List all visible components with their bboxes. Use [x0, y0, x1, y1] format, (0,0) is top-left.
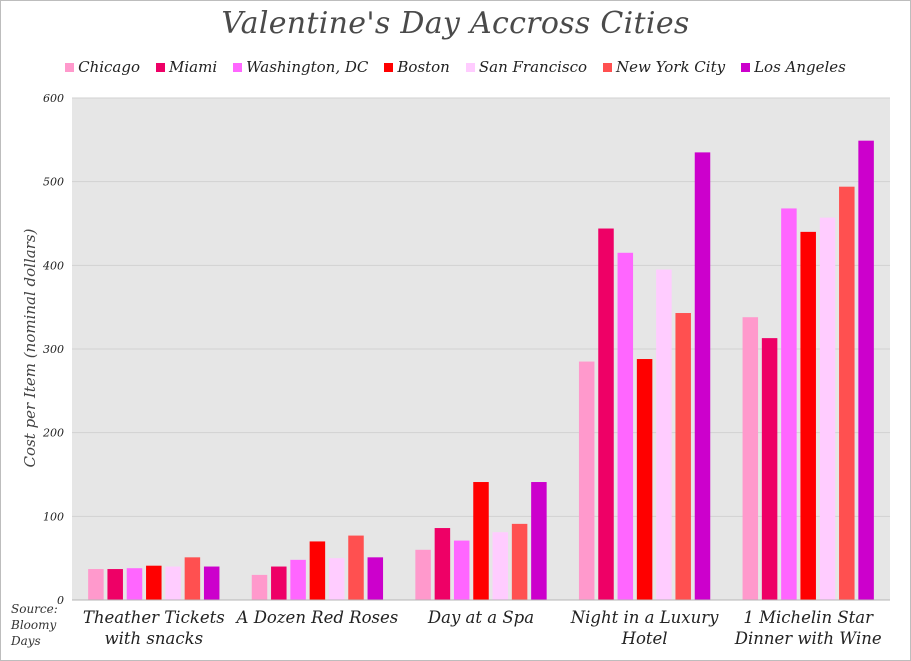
x-category-label: Day at a Spa — [427, 608, 535, 627]
bar — [617, 252, 634, 601]
bar — [453, 540, 470, 600]
bar — [578, 361, 595, 600]
legend-swatch — [65, 62, 75, 72]
bar — [309, 541, 326, 600]
bar — [328, 558, 345, 600]
bar — [271, 566, 287, 600]
legend-swatch — [465, 62, 475, 72]
bar — [348, 535, 364, 600]
y-tick-label: 100 — [43, 510, 64, 523]
x-category-label: 1 Michelin Star Dinner with Wine — [734, 608, 882, 648]
bar — [126, 568, 143, 600]
bar — [656, 269, 672, 600]
y-tick-label: 200 — [42, 427, 64, 440]
x-category-label: Night in a Luxury Hotel — [570, 608, 719, 648]
bar — [800, 231, 816, 600]
bar — [531, 482, 547, 600]
bar — [184, 557, 201, 600]
legend-item: Boston — [384, 58, 450, 76]
bar — [367, 557, 384, 600]
legend-swatch — [156, 62, 166, 72]
legend-item: San Francisco — [465, 58, 588, 76]
y-tick-label: 300 — [43, 343, 64, 356]
source-note: Source: Bloomy Days — [11, 602, 58, 648]
bar — [636, 359, 653, 600]
y-tick-label: 500 — [43, 176, 64, 189]
bar — [858, 140, 874, 601]
legend-item: Los Angeles — [741, 58, 846, 76]
x-category-label: Theather Tickets with snacks — [82, 608, 225, 648]
bar — [415, 549, 431, 600]
bar — [839, 186, 855, 601]
bar — [107, 569, 123, 600]
legend-label: San Francisco — [478, 58, 588, 76]
y-tick-label: 400 — [42, 259, 64, 272]
bar — [203, 566, 220, 600]
bar — [473, 482, 489, 600]
legend-item: Miami — [156, 58, 217, 76]
legend-item: New York City — [603, 58, 725, 76]
bar — [88, 569, 104, 600]
bar — [598, 228, 614, 600]
chart-title: Valentine's Day Accross Cities — [221, 6, 690, 41]
legend-label: Chicago — [78, 58, 141, 76]
bar — [781, 208, 797, 600]
legend-swatch — [603, 62, 613, 72]
bar — [165, 566, 181, 600]
legend-swatch — [233, 62, 243, 72]
legend-label: New York City — [616, 58, 726, 76]
y-axis-label: Cost per Item (nominal dollars) — [21, 228, 39, 468]
x-category-label: A Dozen Red Roses — [236, 608, 399, 627]
bar — [694, 152, 711, 600]
bar — [742, 317, 759, 600]
legend-label: Washington, DC — [246, 58, 369, 76]
bar — [675, 313, 691, 600]
legend-item: Chicago — [65, 58, 140, 76]
y-tick-label: 600 — [43, 92, 64, 105]
legend-label: Los Angeles — [754, 58, 846, 76]
bar — [290, 559, 306, 600]
legend-label: Miami — [169, 58, 218, 76]
bar — [251, 574, 268, 600]
y-tick-label: 0 — [57, 594, 64, 607]
legend-item: Washington, DC — [233, 58, 368, 76]
bar — [492, 532, 509, 600]
legend-swatch — [384, 62, 394, 72]
legend-label: Boston — [397, 58, 450, 76]
bar — [434, 528, 451, 600]
legend: Chicago Miami Washington, DC Boston San Fran… — [0, 58, 911, 76]
bar — [761, 338, 778, 600]
bar — [819, 217, 836, 601]
bar — [146, 565, 162, 600]
bar — [511, 523, 528, 600]
legend-swatch — [741, 62, 751, 72]
